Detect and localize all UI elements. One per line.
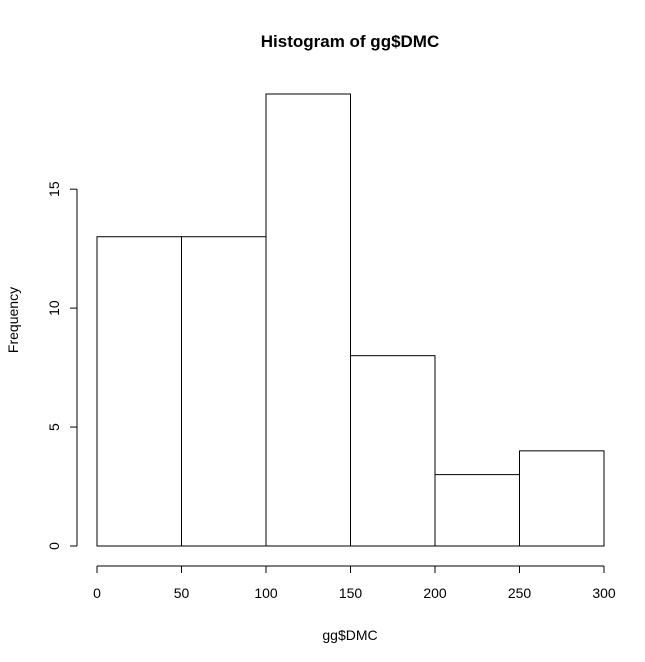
x-tick-label-4: 150 <box>339 585 363 601</box>
x-axis-title: gg$DMC <box>322 627 377 643</box>
x-tick-label-6: 250 <box>508 585 532 601</box>
histogram-bar-5 <box>434 474 520 547</box>
bars-layer <box>96 93 605 547</box>
histogram-bar-1 <box>96 236 182 547</box>
y-tick-label-3: 10 <box>46 300 62 316</box>
x-tick-label-3: 100 <box>254 585 278 601</box>
histogram-bar-2 <box>181 236 267 547</box>
y-axis-title: Frequency <box>5 287 21 353</box>
histogram-bar-3 <box>265 93 351 547</box>
x-tick-label-1: 0 <box>93 585 101 601</box>
y-tick-label-4: 15 <box>46 181 62 197</box>
chart-title: Histogram of gg$DMC <box>261 32 440 51</box>
histogram-bar-4 <box>350 355 436 547</box>
y-axis: 0 5 10 15 <box>46 181 78 550</box>
x-tick-label-2: 50 <box>174 585 190 601</box>
y-tick-label-2: 5 <box>46 423 62 431</box>
y-tick-label-1: 0 <box>46 542 62 550</box>
x-axis: 0 50 100 150 200 250 300 <box>93 565 616 601</box>
x-tick-label-7: 300 <box>592 585 616 601</box>
histogram-bar-6 <box>519 450 605 547</box>
x-tick-label-5: 200 <box>423 585 447 601</box>
